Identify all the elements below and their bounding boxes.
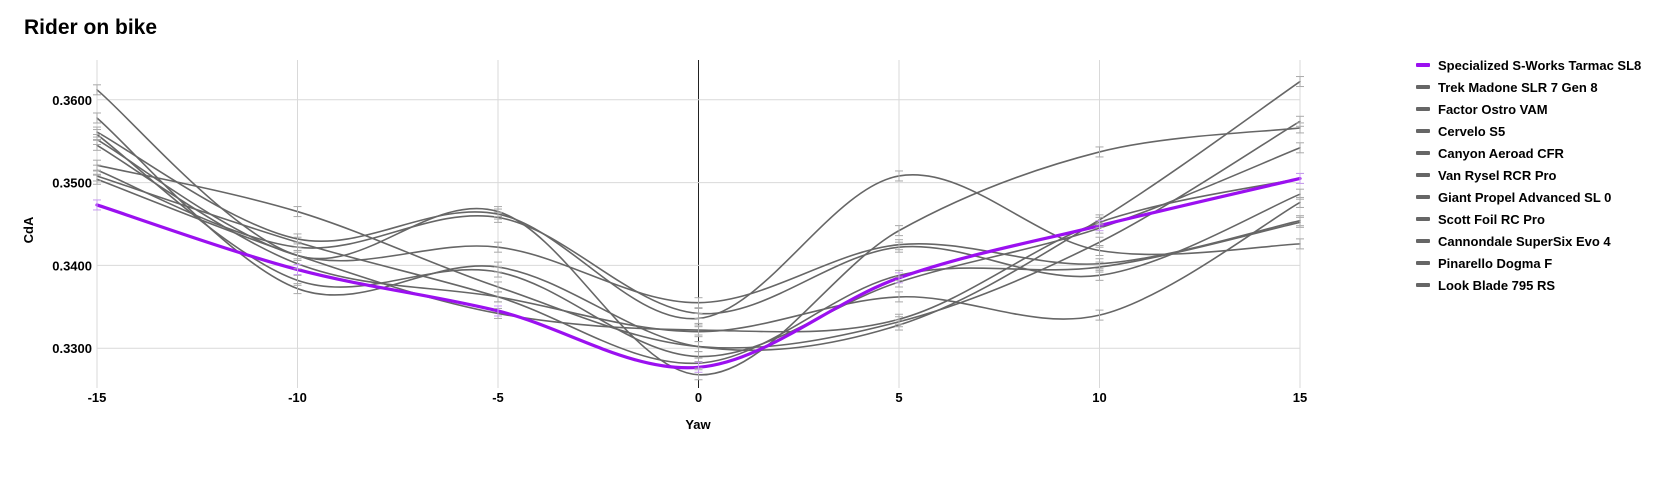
x-tick-label: -15 [88, 390, 107, 405]
legend-label: Canyon Aeroad CFR [1438, 145, 1564, 161]
line-chart: -15 -10 -5 0 5 10 15 0.33000.34000.35000.3600 … [21, 60, 1308, 432]
legend-item-trek-madone-slr-7-gen-8[interactable]: Trek Madone SLR 7 Gen 8 [1416, 76, 1641, 98]
legend-label: Cannondale SuperSix Evo 4 [1438, 233, 1611, 249]
x-tick-label: 0 [695, 390, 702, 405]
x-tick-label: -5 [492, 390, 504, 405]
y-tick-label: 0.3500 [52, 176, 92, 191]
legend-swatch [1416, 63, 1430, 67]
y-tick-label: 0.3600 [52, 93, 92, 108]
legend-label: Scott Foil RC Pro [1438, 211, 1545, 227]
y-axis-ticks: 0.3300 0.3400 0.3500 0.3600 [52, 93, 92, 356]
y-axis-label: CdA [21, 216, 36, 243]
x-tick-label: 10 [1092, 390, 1106, 405]
legend-item-cannondale-supersix-evo-4[interactable]: Cannondale SuperSix Evo 4 [1416, 230, 1641, 252]
y-tick-label: 0.3400 [52, 258, 92, 273]
legend-label: Van Rysel RCR Pro [1438, 167, 1557, 183]
legend-label: Pinarello Dogma F [1438, 255, 1553, 271]
legend-swatch [1416, 239, 1430, 243]
legend-item-van-rysel-rcr-pro[interactable]: Van Rysel RCR Pro [1416, 164, 1641, 186]
x-axis-label: Yaw [685, 417, 711, 432]
legend-label: Cervelo S5 [1438, 123, 1506, 139]
legend-item-look-blade-795-rs[interactable]: Look Blade 795 RS [1416, 274, 1641, 296]
legend-swatch [1416, 107, 1430, 111]
legend-item-specialized-s-works-tarmac-sl8[interactable]: Specialized S-Works Tarmac SL8 [1416, 54, 1641, 76]
legend: Specialized S-Works Tarmac SL8 Trek Madon… [1416, 54, 1641, 296]
grid [96, 60, 1301, 388]
legend-item-scott-foil-rc-pro[interactable]: Scott Foil RC Pro [1416, 208, 1641, 230]
legend-item-pinarello-dogma-f[interactable]: Pinarello Dogma F [1416, 252, 1641, 274]
legend-item-factor-ostro-vam[interactable]: Factor Ostro VAM [1416, 98, 1641, 120]
legend-item-canyon-aeroad-cfr[interactable]: Canyon Aeroad CFR [1416, 142, 1641, 164]
legend-swatch [1416, 173, 1430, 177]
legend-swatch [1416, 129, 1430, 133]
y-tick-label: 0.3300 [52, 341, 92, 356]
legend-label: Trek Madone SLR 7 Gen 8 [1438, 79, 1598, 95]
legend-item-cervelo-s5[interactable]: Cervelo S5 [1416, 120, 1641, 142]
legend-swatch [1416, 217, 1430, 221]
x-tick-label: -10 [288, 390, 307, 405]
legend-label: Look Blade 795 RS [1438, 277, 1556, 293]
x-tick-label: 5 [895, 390, 902, 405]
legend-swatch [1416, 85, 1430, 89]
legend-label: Factor Ostro VAM [1438, 101, 1548, 117]
legend-label: Specialized S-Works Tarmac SL8 [1438, 57, 1642, 73]
legend-swatch [1416, 151, 1430, 155]
legend-label: Giant Propel Advanced SL 0 [1438, 189, 1612, 205]
x-axis-ticks: -15 -10 -5 0 5 10 15 [88, 390, 1308, 405]
legend-swatch [1416, 195, 1430, 199]
error-bars [93, 76, 1304, 381]
legend-swatch [1416, 261, 1430, 265]
x-tick-label: 15 [1293, 390, 1307, 405]
legend-swatch [1416, 283, 1430, 287]
legend-item-giant-propel-advanced-sl-0[interactable]: Giant Propel Advanced SL 0 [1416, 186, 1641, 208]
chart-title: Rider on bike [24, 16, 158, 39]
